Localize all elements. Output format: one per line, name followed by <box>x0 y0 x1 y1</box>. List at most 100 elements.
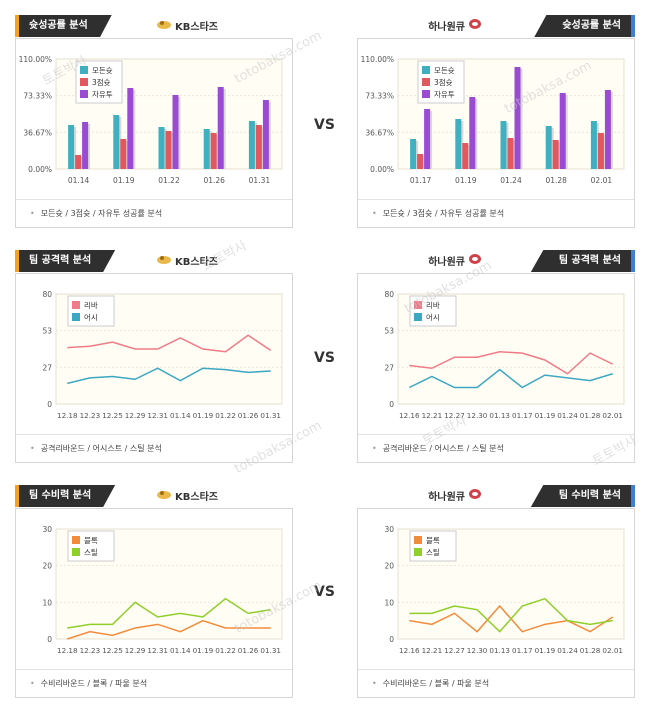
x-tick-label: 12.21 <box>422 411 443 420</box>
legend-label: 스틸 <box>426 548 440 557</box>
legend-swatch <box>414 301 422 309</box>
x-tick-label: 12.16 <box>399 411 420 420</box>
legend-swatch <box>72 536 80 544</box>
bar <box>68 125 75 169</box>
bar <box>417 154 424 169</box>
y-tick-label: 80 <box>384 290 394 299</box>
legend-label: 모든슛 <box>434 66 455 75</box>
panel-header: 팀 수비력 분석 KB스타즈 <box>15 485 293 507</box>
chart-footer: • 모든슛 / 3점슛 / 자유투 성공률 분석 <box>358 199 634 227</box>
x-tick-label: 12.16 <box>399 646 420 655</box>
bar <box>514 67 521 169</box>
defense-panel-left: 팀 수비력 분석 KB스타즈 30 20 10 0 12.18 12.23 12.25 12.… <box>15 485 293 698</box>
x-tick-label: 01.13 <box>489 646 510 655</box>
footer-text: 모든슛 / 3점슛 / 자유투 성공률 분석 <box>40 209 163 218</box>
series-line <box>67 619 271 640</box>
bar <box>424 109 431 169</box>
footer-text: 공격리바운드 / 어시스트 / 스틸 분석 <box>40 444 162 453</box>
bar <box>127 88 134 169</box>
chart-footer: • 수비리바운드 / 블록 / 파울 분석 <box>358 669 634 697</box>
legend-swatch <box>80 66 88 74</box>
attack-panel-right: 하나원큐 팀 공격력 분석 80 53 27 0 12.16 12.21 12.27 12.3… <box>357 250 635 463</box>
bar <box>590 121 597 169</box>
section-title: 팀 공격력 분석 <box>15 250 116 272</box>
x-tick-label: 12.27 <box>444 646 465 655</box>
x-tick-label: 01.19 <box>535 411 556 420</box>
legend-label: 어시 <box>426 312 440 322</box>
team-label: 하나원큐 <box>428 18 485 36</box>
y-tick-label: 20 <box>384 562 394 571</box>
x-tick-label: 01.14 <box>170 646 191 655</box>
bar <box>545 126 552 169</box>
series-line <box>409 597 613 633</box>
bar <box>597 133 604 169</box>
bar <box>203 129 210 169</box>
defense-panel-right: 하나원큐 팀 수비력 분석 30 20 10 0 12.16 12.21 12.27 12.3… <box>357 485 635 698</box>
x-tick-label: 01.28 <box>580 411 601 420</box>
y-tick-label: 0 <box>389 400 394 409</box>
kb-logo-icon <box>156 253 172 271</box>
kb-logo-icon <box>156 488 172 506</box>
team-label: KB스타즈 <box>153 253 218 271</box>
chart-footer: • 공격리바운드 / 어시스트 / 스틸 분석 <box>16 434 292 462</box>
x-tick-label: 01.26 <box>238 646 259 655</box>
x-tick-label: 02.01 <box>602 646 623 655</box>
x-tick-label: 01.19 <box>193 646 214 655</box>
team-name: 하나원큐 <box>428 257 465 268</box>
footer-text: 수비리바운드 / 블록 / 파울 분석 <box>40 679 148 688</box>
x-tick-label: 01.31 <box>260 646 281 655</box>
x-tick-label: 02.01 <box>602 411 623 420</box>
series-line <box>409 350 614 375</box>
x-tick-label: 12.31 <box>147 411 168 420</box>
chart-footer: • 공격리바운드 / 어시스트 / 스틸 분석 <box>358 434 634 462</box>
y-tick-label: 0 <box>47 400 52 409</box>
footer-text: 수비리바운드 / 블록 / 파울 분석 <box>382 679 490 688</box>
x-tick-label: 12.18 <box>57 646 78 655</box>
bar <box>158 127 165 169</box>
x-tick-label: 12.18 <box>57 411 78 420</box>
bar <box>559 93 566 169</box>
vs-label: VS <box>314 117 335 133</box>
bar <box>455 119 462 169</box>
panel-header: 하나원큐 슛성공률 분석 <box>357 15 635 37</box>
x-tick-label: 12.30 <box>467 646 488 655</box>
y-tick-label: 110.00% <box>361 55 394 64</box>
hana-logo-icon <box>468 488 482 506</box>
team-label: 하나원큐 <box>428 253 485 271</box>
legend-swatch <box>80 90 88 98</box>
y-tick-label: 0 <box>389 635 394 644</box>
x-tick-label: 01.19 <box>113 176 135 185</box>
footer-text: 공격리바운드 / 어시스트 / 스틸 분석 <box>382 444 504 453</box>
x-tick-label: 01.31 <box>260 411 281 420</box>
legend-swatch <box>422 66 430 74</box>
section-title: 슛성공률 분석 <box>534 15 635 37</box>
bar <box>248 121 255 169</box>
series-line <box>67 334 272 353</box>
x-tick-label: 12.27 <box>444 411 465 420</box>
chart-box: 80 53 27 0 12.16 12.21 12.27 12.30 01.13 01.17 01.… <box>357 273 635 463</box>
legend-swatch <box>414 548 422 556</box>
shooting-chart-left: 110.00% 73.33% 36.67% 0.00% 01.14 01.19 01.22 0… <box>19 55 283 185</box>
footer-text: 모든슛 / 3점슛 / 자유투 성공률 분석 <box>382 209 505 218</box>
x-tick-label: 01.31 <box>249 176 271 185</box>
y-tick-label: 53 <box>42 327 52 336</box>
bar <box>217 87 224 169</box>
bar <box>113 115 120 169</box>
legend-swatch <box>72 548 80 556</box>
team-name: KB스타즈 <box>175 492 218 503</box>
x-tick-label: 12.23 <box>80 411 101 420</box>
legend-swatch <box>72 301 80 309</box>
chart-footer: • 수비리바운드 / 블록 / 파울 분석 <box>16 669 292 697</box>
series-line <box>67 367 271 385</box>
legend-swatch <box>414 313 422 321</box>
x-tick-label: 01.24 <box>557 646 578 655</box>
y-tick-label: 30 <box>42 525 52 534</box>
x-tick-label: 01.24 <box>557 411 578 420</box>
team-name: 하나원큐 <box>428 22 465 33</box>
y-tick-label: 10 <box>42 598 52 607</box>
x-tick-label: 01.19 <box>455 176 477 185</box>
bar <box>82 122 89 169</box>
x-tick-label: 12.29 <box>125 646 146 655</box>
bar <box>507 138 514 169</box>
